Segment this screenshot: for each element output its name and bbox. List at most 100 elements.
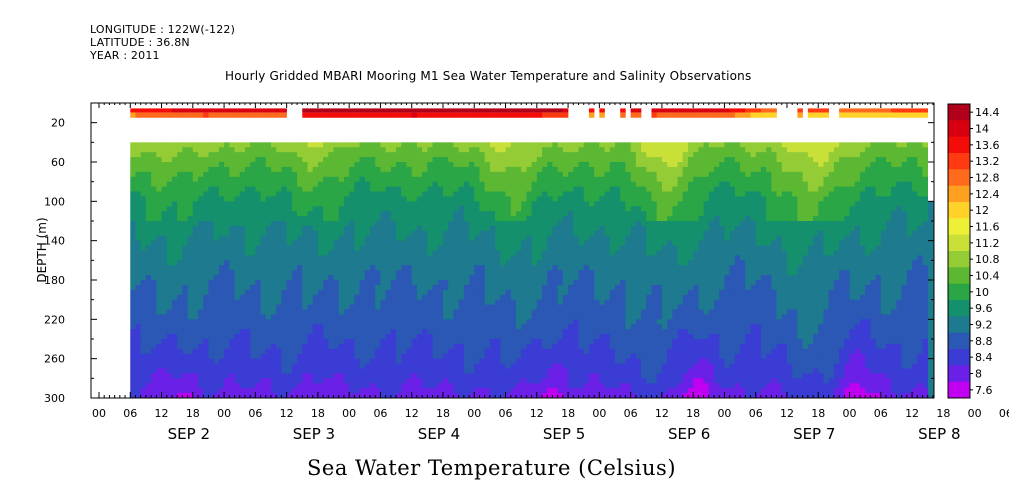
temperature-cell [578, 186, 585, 192]
temperature-cell [166, 211, 173, 217]
temperature-cell [281, 324, 288, 330]
temperature-cell [161, 324, 168, 330]
temperature-cell [151, 319, 157, 325]
temperature-cell [198, 368, 204, 374]
temperature-cell [515, 157, 522, 163]
temperature-cell [370, 225, 376, 232]
temperature-cell [166, 343, 173, 350]
temperature-cell [416, 176, 423, 183]
temperature-cell [583, 339, 590, 345]
temperature-cell [166, 363, 173, 369]
temperature-cell [338, 147, 345, 153]
temperature-cell [255, 240, 261, 246]
temperature-cell [229, 142, 235, 148]
temperature-cell [171, 393, 178, 399]
temperature-cell [542, 280, 548, 286]
temperature-cell [177, 280, 183, 286]
temperature-cell [229, 393, 235, 399]
temperature-cell [255, 348, 261, 355]
temperature-cell [489, 265, 496, 271]
temperature-cell [479, 334, 486, 340]
temperature-cell [239, 171, 246, 178]
temperature-cell [448, 358, 454, 364]
temperature-cell [323, 240, 329, 246]
temperature-cell [495, 309, 501, 315]
temperature-cell [349, 299, 355, 305]
temperature-cell [463, 324, 470, 330]
temperature-cell [515, 221, 522, 227]
temperature-cell [166, 294, 173, 301]
temperature-cell [312, 289, 319, 296]
temperature-cell [453, 373, 460, 379]
temperature-cell [218, 304, 225, 310]
temperature-cell [203, 275, 209, 281]
temperature-cell [187, 358, 194, 364]
temperature-cell [427, 363, 433, 369]
temperature-cell [588, 235, 595, 242]
temperature-cell [192, 176, 199, 183]
temperature-cell [198, 324, 204, 330]
temperature-cell [531, 221, 538, 227]
temperature-cell [156, 216, 162, 222]
temperature-cell [203, 339, 209, 345]
surface-cell [635, 112, 642, 118]
temperature-cell [588, 191, 595, 197]
temperature-cell [562, 393, 569, 399]
temperature-cell [521, 250, 527, 256]
temperature-cell [307, 201, 314, 207]
temperature-cell [328, 363, 334, 369]
temperature-cell [187, 201, 194, 207]
temperature-cell [302, 329, 308, 335]
temperature-cell [239, 348, 246, 355]
temperature-cell [140, 363, 147, 369]
temperature-cell [448, 245, 454, 251]
temperature-cell [489, 319, 496, 325]
temperature-cell [432, 324, 439, 330]
temperature-cell [286, 284, 293, 291]
temperature-cell [218, 324, 225, 330]
temperature-cell [171, 294, 178, 301]
temperature-cell [385, 166, 392, 173]
temperature-cell [198, 265, 204, 271]
temperature-cell [270, 162, 277, 168]
temperature-cell [213, 206, 220, 212]
temperature-cell [338, 373, 345, 379]
temperature-cell [578, 304, 585, 310]
temperature-cell [354, 353, 360, 360]
temperature-cell [291, 157, 298, 163]
temperature-cell [338, 166, 345, 173]
temperature-cell [349, 211, 355, 217]
temperature-cell [218, 309, 225, 315]
temperature-cell [547, 334, 553, 340]
temperature-cell [536, 157, 543, 163]
temperature-cell [599, 176, 605, 183]
temperature-cell [239, 363, 246, 369]
temperature-cell [437, 216, 444, 222]
temperature-cell [437, 196, 444, 202]
temperature-cell [161, 250, 168, 256]
temperature-cell [416, 353, 423, 360]
temperature-cell [495, 284, 501, 291]
temperature-cell [135, 339, 142, 345]
temperature-cell [526, 324, 532, 330]
temperature-cell [510, 348, 517, 355]
temperature-cell [255, 339, 261, 345]
temperature-cell [234, 216, 241, 222]
temperature-cell [515, 230, 522, 237]
temperature-cell [406, 329, 413, 335]
temperature-cell [458, 245, 465, 251]
temperature-cell [140, 221, 147, 227]
temperature-cell [213, 353, 220, 360]
temperature-cell [557, 280, 564, 286]
temperature-cell [323, 289, 329, 296]
temperature-cell [479, 152, 486, 158]
temperature-cell [583, 196, 590, 202]
temperature-cell [401, 378, 407, 384]
temperature-cell [484, 152, 491, 158]
temperature-cell [312, 260, 319, 266]
temperature-cell [130, 216, 136, 222]
temperature-cell [265, 339, 272, 345]
temperature-cell [286, 157, 293, 163]
temperature-cell [166, 171, 173, 178]
temperature-cell [203, 388, 209, 394]
